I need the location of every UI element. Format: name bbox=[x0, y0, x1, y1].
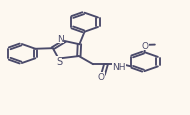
Text: O: O bbox=[98, 73, 105, 82]
Text: S: S bbox=[56, 57, 62, 67]
Text: N: N bbox=[57, 35, 64, 44]
Text: NH: NH bbox=[112, 62, 126, 71]
Text: O: O bbox=[142, 42, 149, 51]
